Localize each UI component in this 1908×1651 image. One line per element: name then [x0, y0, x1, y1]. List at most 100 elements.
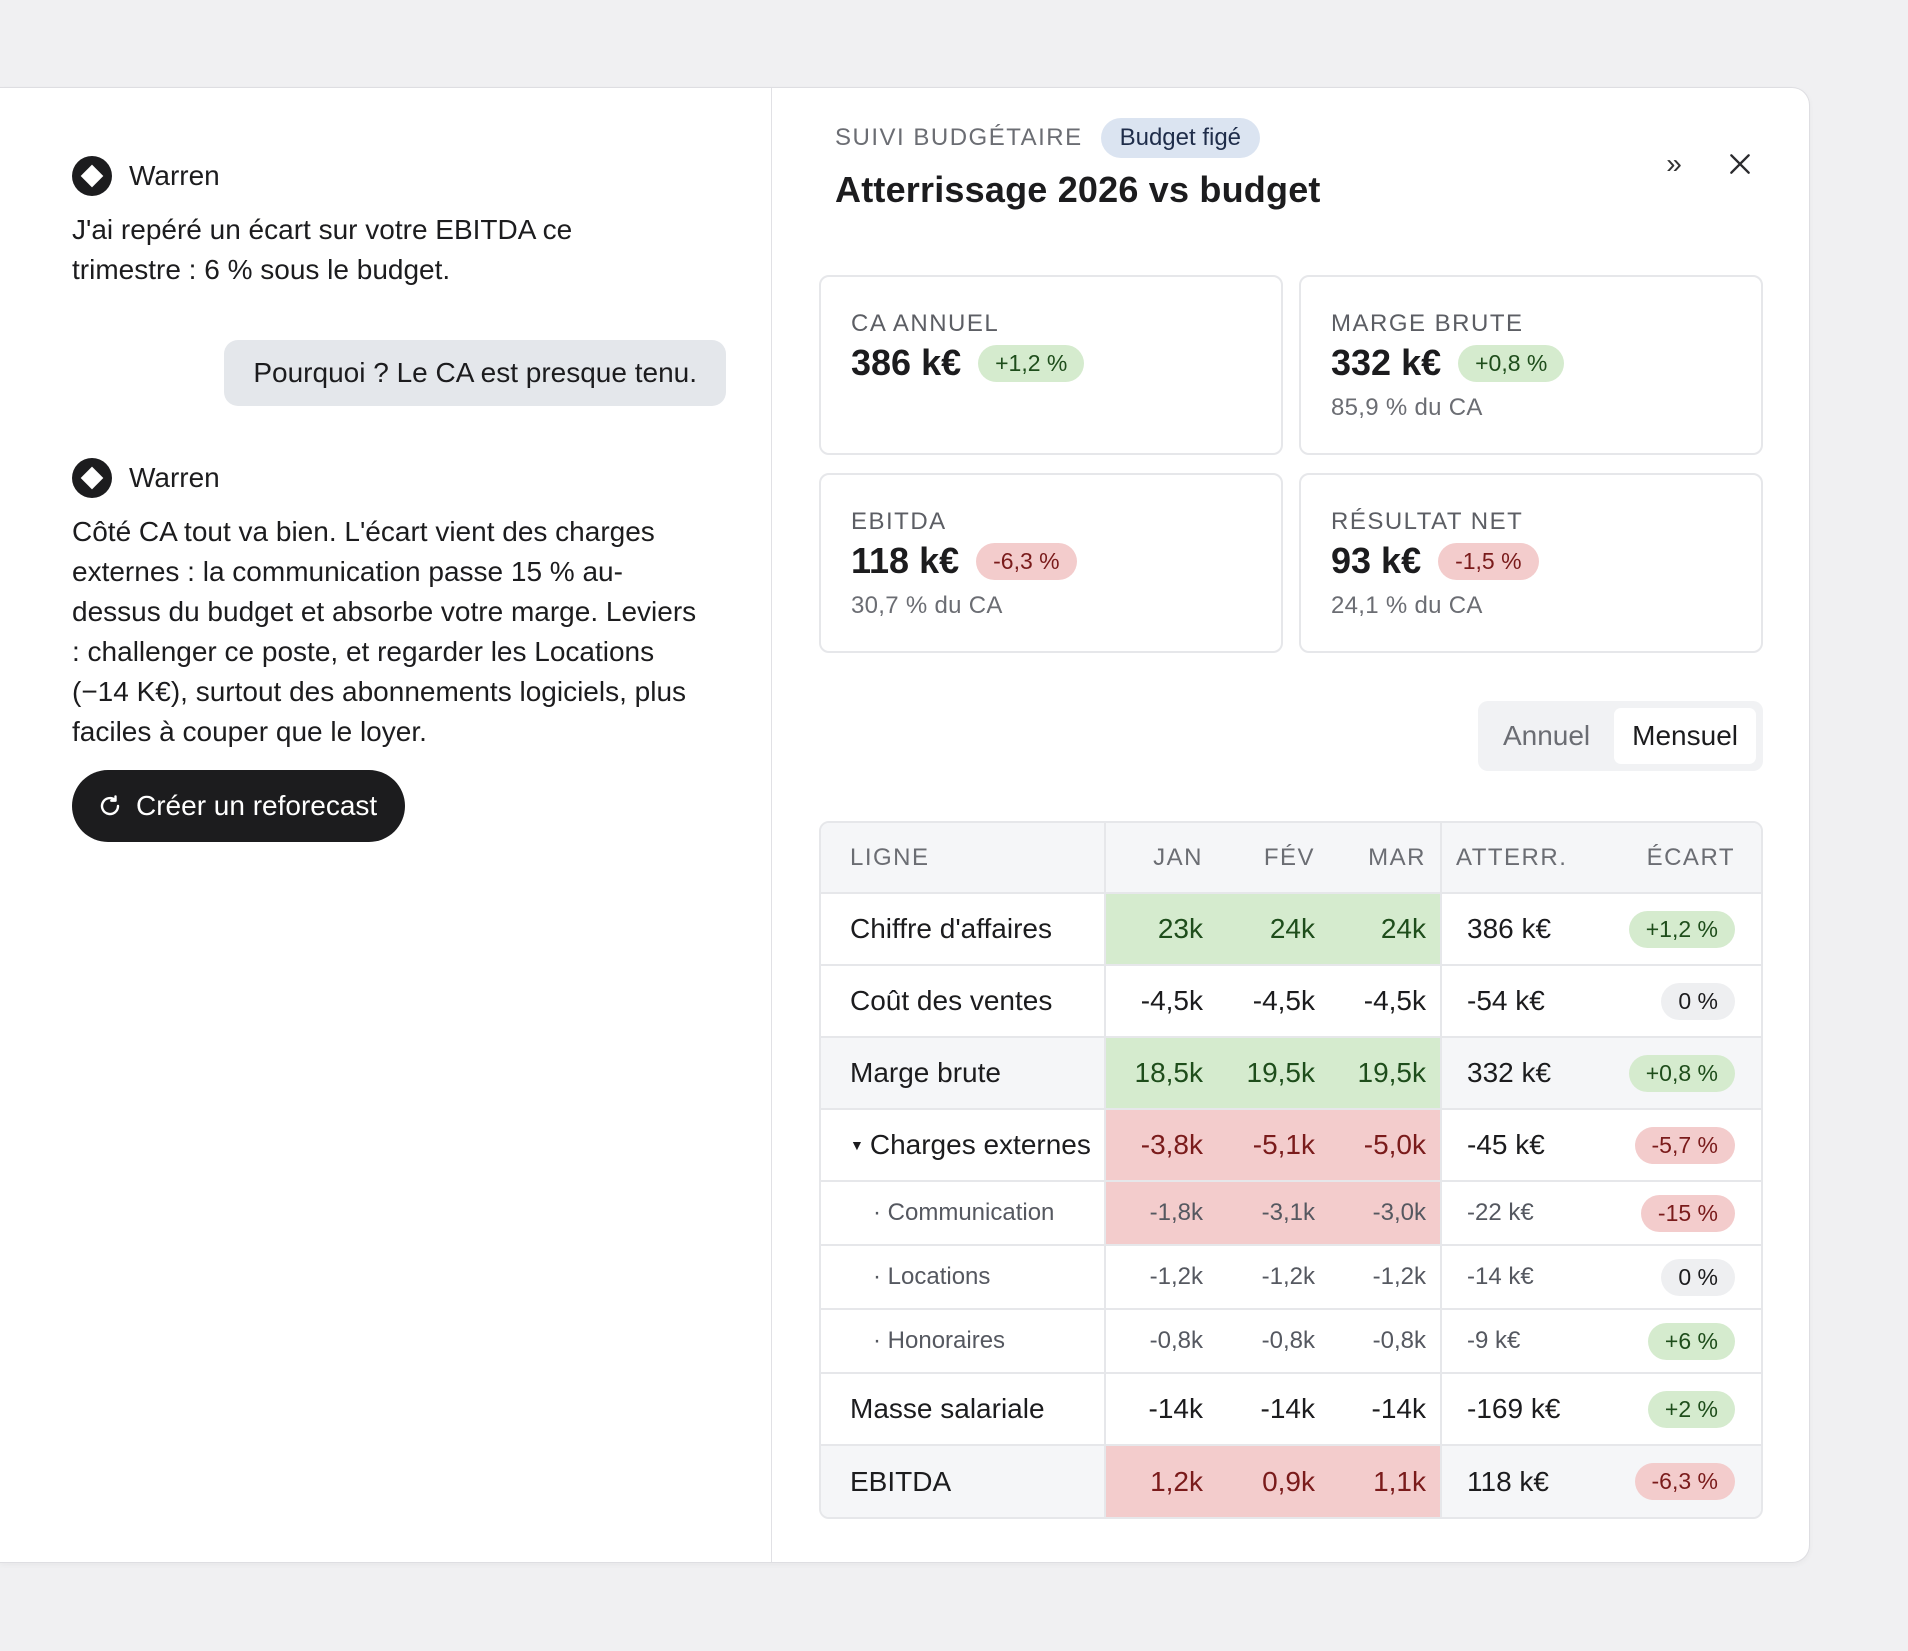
kpi-value: 386 k€ — [851, 342, 962, 383]
row-label: · Locations — [873, 1263, 991, 1290]
budget-panel: SUIVI BUDGÉTAIRE Budget figé Atterrissag… — [771, 88, 1809, 1562]
expand-icon[interactable]: » — [1666, 148, 1682, 179]
gap-badge: -5,7 % — [1634, 1126, 1735, 1164]
panel-actions: » — [1661, 148, 1753, 180]
landing-value-cell: -169 k€ — [1440, 1373, 1591, 1446]
row-label: · Honoraires — [873, 1327, 1006, 1354]
user-message: Pourquoi ? Le CA est presque tenu. — [72, 340, 726, 406]
table-row[interactable]: Marge brute 18,5k 19,5k 19,5k 332 k€ +0,8 % — [821, 1037, 1761, 1110]
message-author: Warren — [72, 154, 726, 198]
table-row[interactable]: Masse salariale -14k -14k -14k -169 k€ +2 % — [821, 1373, 1761, 1446]
page-title: Atterrissage 2026 vs budget — [835, 169, 1321, 210]
month-value-cell: 1,2k — [1104, 1445, 1217, 1517]
gap-badge: +1,2 % — [1628, 910, 1735, 948]
message-author: Warren — [72, 456, 726, 500]
row-label-cell: · Honoraires — [821, 1309, 1105, 1374]
kpi-label: MARGE BRUTE — [1331, 310, 1524, 337]
kpi-main: 386 k€ +1,2 % — [851, 342, 1251, 384]
landing-value-cell: 386 k€ — [1440, 893, 1591, 966]
header-gap: ÉCART — [1591, 823, 1761, 894]
month-value-cell: -14k — [1329, 1373, 1441, 1446]
gap-cell: +0,8 % — [1591, 1037, 1761, 1110]
row-label-cell: Coût des ventes — [821, 965, 1105, 1038]
kpi-label: CA ANNUEL — [851, 310, 1000, 337]
chat-panel: Warren J'ai repéré un écart sur votre EB… — [0, 88, 771, 1562]
gap-badge: -15 % — [1640, 1194, 1735, 1232]
kpi-delta-badge: +1,2 % — [978, 344, 1085, 382]
landing-value-cell: -9 k€ — [1440, 1309, 1591, 1374]
user-bubble: Pourquoi ? Le CA est presque tenu. — [224, 340, 726, 406]
kpi-card-net-result: RÉSULTAT NET 93 k€ -1,5 % 24,1 % du CA — [1299, 473, 1763, 653]
month-value-cell: -4,5k — [1217, 965, 1329, 1038]
gap-cell: 0 % — [1591, 965, 1761, 1038]
row-label-cell: Marge brute — [821, 1037, 1105, 1110]
panel-eyebrow: SUIVI BUDGÉTAIRE — [835, 124, 1083, 151]
kpi-value: 93 k€ — [1331, 540, 1422, 581]
logo-icon — [72, 156, 112, 196]
kpi-card-gross-margin: MARGE BRUTE 332 k€ +0,8 % 85,9 % du CA — [1299, 275, 1763, 455]
table-body: Chiffre d'affaires 23k 24k 24k 386 k€ +1,2 % C… — [821, 893, 1761, 1517]
row-label-cell: · Locations — [821, 1245, 1105, 1310]
month-value-cell: 0,9k — [1217, 1445, 1329, 1517]
gap-badge: 0 % — [1661, 1258, 1735, 1296]
message-text: J'ai repéré un écart sur votre EBITDA ce… — [72, 214, 573, 285]
create-reforecast-button[interactable]: Créer un reforecast — [72, 770, 406, 842]
kpi-main: 332 k€ +0,8 % — [1331, 342, 1731, 384]
assistant-message: Warren Côté CA tout va bien. L'écart vie… — [72, 456, 726, 842]
view-toggle-row: Annuel Mensuel — [819, 701, 1763, 771]
author-name: Warren — [129, 160, 220, 191]
toggle-annual[interactable]: Annuel — [1502, 720, 1591, 751]
landing-value-cell: -54 k€ — [1440, 965, 1591, 1038]
month-value-cell: -4,5k — [1104, 965, 1217, 1038]
gap-cell: -6,3 % — [1591, 1445, 1761, 1517]
table-row[interactable]: EBITDA 1,2k 0,9k 1,1k 118 k€ -6,3 % — [821, 1445, 1761, 1517]
month-value-cell: -5,1k — [1217, 1109, 1329, 1182]
header-mar: MAR — [1329, 823, 1441, 894]
header-feb: FÉV — [1217, 823, 1329, 894]
landing-value-cell: -14 k€ — [1440, 1245, 1591, 1310]
landing-value-cell: -45 k€ — [1440, 1109, 1591, 1182]
kpi-label: RÉSULTAT NET — [1331, 508, 1524, 535]
header-landing: ATTERR. — [1440, 823, 1591, 894]
kpi-main: 93 k€ -1,5 % — [1331, 540, 1731, 582]
table-row[interactable]: Coût des ventes -4,5k -4,5k -4,5k -54 k€ 0 % — [821, 965, 1761, 1038]
kpi-value: 332 k€ — [1331, 342, 1442, 383]
month-value-cell: 19,5k — [1217, 1037, 1329, 1110]
row-label: · Communication — [873, 1199, 1055, 1226]
row-label-cell: ▼ Charges externes — [821, 1109, 1105, 1182]
close-icon[interactable] — [1727, 151, 1753, 177]
row-label: Marge brute — [850, 1057, 1001, 1088]
kpi-card-ebitda: EBITDA 118 k€ -6,3 % 30,7 % du CA — [819, 473, 1283, 653]
panel-header: SUIVI BUDGÉTAIRE Budget figé — [819, 118, 1763, 158]
month-value-cell: -5,0k — [1329, 1109, 1441, 1182]
table-row[interactable]: Chiffre d'affaires 23k 24k 24k 386 k€ +1,2 % — [821, 893, 1761, 966]
table-row[interactable]: · Honoraires -0,8k -0,8k -0,8k -9 k€ +6 % — [821, 1309, 1761, 1374]
app-window: Warren J'ai repéré un écart sur votre EB… — [0, 87, 1810, 1563]
author-name: Warren — [129, 462, 220, 493]
kpi-delta-badge: +0,8 % — [1458, 344, 1565, 382]
table-row[interactable]: · Communication -1,8k -3,1k -3,0k -22 k€ -15 … — [821, 1181, 1761, 1246]
month-value-cell: -14k — [1217, 1373, 1329, 1446]
assistant-message: Warren J'ai repéré un écart sur votre EB… — [72, 154, 726, 290]
month-value-cell: -3,0k — [1329, 1181, 1441, 1246]
row-label: Chiffre d'affaires — [850, 913, 1052, 944]
gap-cell: +2 % — [1591, 1373, 1761, 1446]
gap-badge: +0,8 % — [1628, 1054, 1735, 1092]
header-jan: JAN — [1104, 823, 1217, 894]
budget-table: LIGNE JAN FÉV MAR ATTERR. ÉCART Chiffre … — [819, 821, 1763, 1519]
month-value-cell: 24k — [1217, 893, 1329, 966]
toggle-monthly[interactable]: Mensuel — [1614, 708, 1756, 764]
table-row[interactable]: · Locations -1,2k -1,2k -1,2k -14 k€ 0 % — [821, 1245, 1761, 1310]
month-value-cell: -14k — [1104, 1373, 1217, 1446]
table-row[interactable]: ▼ Charges externes -3,8k -5,1k -5,0k -45 k€ -5… — [821, 1109, 1761, 1182]
landing-value-cell: 332 k€ — [1440, 1037, 1591, 1110]
kpi-label: EBITDA — [851, 508, 947, 535]
caret-down-icon[interactable]: ▼ — [850, 1137, 864, 1153]
message-text: Côté CA tout va bien. L'écart vient des … — [72, 516, 697, 747]
month-value-cell: -1,2k — [1104, 1245, 1217, 1310]
gap-badge: +2 % — [1647, 1390, 1735, 1428]
month-value-cell: -4,5k — [1329, 965, 1441, 1038]
gap-badge: +6 % — [1647, 1322, 1735, 1360]
kpi-delta-badge: -1,5 % — [1438, 542, 1539, 580]
header-line: LIGNE — [821, 823, 1105, 894]
